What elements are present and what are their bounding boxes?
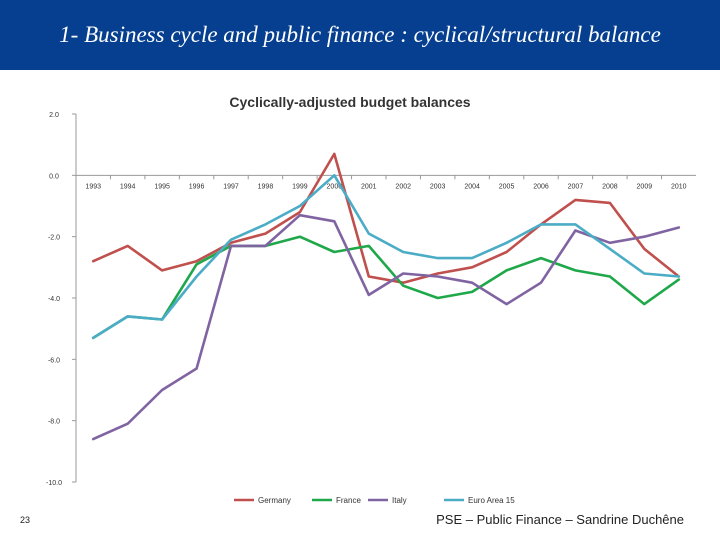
y-tick-label: 0.0 (49, 173, 59, 180)
x-tick-label: 2007 (568, 183, 584, 190)
y-tick-label: -6.0 (48, 357, 60, 364)
y-tick-label: -10.0 (46, 480, 62, 487)
line-chart: Cyclically-adjusted budget balances 2.0 0… (46, 94, 696, 505)
y-tick-label: -4.0 (48, 296, 60, 303)
x-tick-label: 1996 (189, 183, 205, 190)
x-tick-label: 2004 (464, 183, 480, 190)
series-line-italy (91, 213, 681, 441)
chart-title: Cyclically-adjusted budget balances (229, 94, 470, 110)
x-tick-label: 1997 (223, 183, 239, 190)
x-tick-label: 2003 (430, 183, 446, 190)
x-tick-label: 1999 (292, 183, 308, 190)
series-line-euro-area-15 (91, 174, 681, 340)
x-tick-label: 2006 (533, 183, 549, 190)
chart-axes: 2.0 0.0 -2.0 -4.0 -6.0 -8.0 -10.0 1993 1994 1995 1… (46, 112, 696, 487)
x-tick-label: 2008 (602, 183, 618, 190)
chart-legend: Germany France Italy Euro Area 15 (234, 496, 515, 505)
series-line-france (91, 235, 681, 340)
chart-series (91, 152, 681, 441)
legend-label: Italy (392, 496, 407, 505)
x-tick-label: 1998 (258, 183, 274, 190)
legend-label: Germany (258, 496, 291, 505)
x-tick-label: 2009 (637, 183, 653, 190)
legend-label: Euro Area 15 (468, 496, 515, 505)
footer-text: PSE – Public Finance – Sandrine Duchêne (436, 512, 684, 527)
x-tick-label: 1994 (120, 183, 136, 190)
x-tick-label: 2000 (327, 183, 343, 190)
x-tick-label: 2001 (361, 183, 377, 190)
page-number: 23 (20, 515, 31, 525)
x-tick-label: 1995 (154, 183, 170, 190)
series-line-germany (91, 152, 681, 284)
x-tick-label: 2010 (671, 183, 687, 190)
x-tick-label: 1993 (85, 183, 101, 190)
y-tick-label: 2.0 (49, 112, 59, 119)
legend-label: France (336, 496, 361, 505)
x-tick-label: 2005 (499, 183, 515, 190)
y-tick-label: -8.0 (48, 419, 60, 426)
slide-title: 1- Business cycle and public finance : c… (59, 22, 661, 47)
y-tick-label: -2.0 (48, 235, 60, 242)
title-banner: 1- Business cycle and public finance : c… (0, 0, 720, 70)
x-tick-label: 2002 (395, 183, 411, 190)
chart-container: Cyclically-adjusted budget balances 2.0 0… (14, 80, 704, 510)
